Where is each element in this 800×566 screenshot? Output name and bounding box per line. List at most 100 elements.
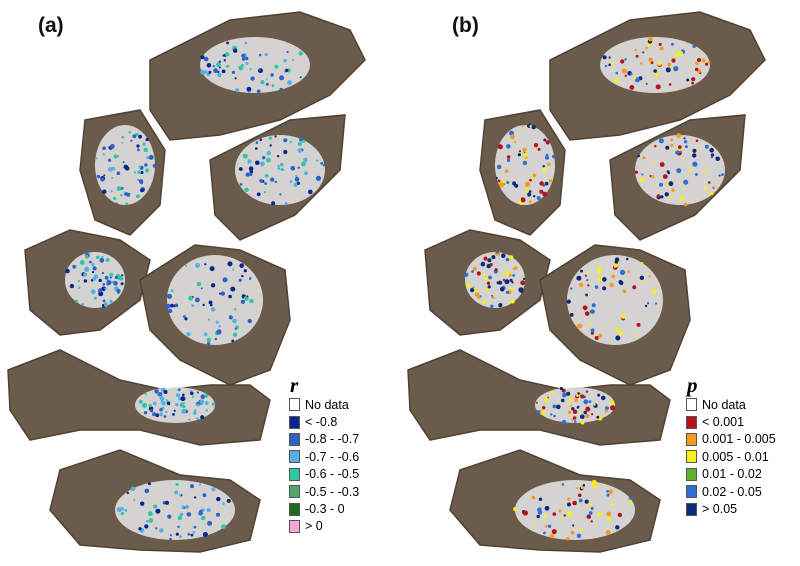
glacier-cell [241, 274, 244, 278]
ice-caps [65, 37, 325, 540]
glacier-cell [104, 287, 107, 290]
glacier-cell [128, 131, 131, 134]
glacier-cell [116, 507, 122, 513]
glacier-cell [658, 42, 662, 46]
glacier-cell [644, 304, 648, 308]
glacier-cell [586, 503, 590, 507]
glacier-cell [238, 65, 244, 71]
glacier-cell [256, 89, 261, 94]
glacier-cell [569, 313, 574, 317]
glacier-cell [308, 189, 313, 195]
glacier-cell [196, 417, 199, 420]
glacier-cell [140, 170, 144, 175]
glacier-cell [137, 148, 140, 152]
glacier-cell [116, 288, 121, 294]
glacier-cell [170, 289, 174, 292]
glacier-cell [177, 525, 180, 528]
glacier-cell [126, 491, 130, 495]
glacier-cell [243, 269, 247, 273]
glacier-cell [176, 393, 180, 398]
glacier-cell [274, 135, 277, 138]
glacier-cell [248, 277, 252, 281]
glacier-cell [589, 310, 593, 314]
glacier-cell [234, 327, 237, 330]
glacier-cell [533, 195, 536, 198]
glacier-cell [155, 527, 158, 530]
glacier-cell [580, 414, 585, 420]
glacier-cell [465, 283, 471, 288]
glacier-cell [238, 167, 243, 171]
glacier-cell [518, 150, 522, 153]
glacier-cell [316, 159, 319, 162]
glacier-cell [207, 520, 213, 526]
glacier-cell [572, 500, 577, 506]
legend-label: -0.3 - 0 [305, 502, 345, 517]
ice-cap [167, 255, 263, 345]
glacier-cell [583, 410, 587, 415]
glacier-cell [144, 488, 150, 494]
glacier-cell [298, 51, 303, 56]
panel-label: (a) [38, 14, 64, 37]
glacier-cell [635, 54, 639, 58]
glacier-cell [608, 56, 611, 59]
legend-swatch [289, 432, 300, 446]
glacier-cell [614, 257, 620, 262]
glacier-cell [641, 173, 644, 176]
glacier-cell [705, 62, 709, 66]
glacier-cell [721, 173, 724, 177]
glacier-cell [320, 162, 324, 165]
glacier-cell [708, 60, 711, 64]
glacier-cell [484, 276, 489, 281]
glacier-cell [697, 58, 701, 62]
glacier-cell [242, 153, 248, 159]
glacier-cell [105, 258, 110, 262]
glacier-cell [683, 140, 688, 144]
glacier-cell [615, 525, 620, 530]
glacier-cell [487, 258, 492, 263]
legend-swatch [686, 467, 697, 481]
glacier-cell [96, 174, 101, 179]
glacier-cell [652, 289, 657, 294]
glacier-cell [81, 303, 85, 306]
glacier-cell [653, 69, 657, 73]
glacier-cell [179, 512, 184, 517]
glacier-cell [225, 52, 230, 57]
glacier-cell [228, 315, 233, 320]
glacier-cell [130, 139, 133, 142]
glacier-cell [83, 273, 87, 277]
legend-label: < 0.001 [702, 415, 745, 430]
glacier-cell [566, 299, 571, 304]
glacier-cell [576, 487, 579, 490]
glacier-cell [221, 524, 226, 529]
glacier-cell [621, 68, 627, 74]
glacier-cell [168, 308, 173, 313]
glacier-cell [560, 398, 565, 403]
glacier-cell [671, 69, 674, 72]
glacier-cell [286, 50, 289, 54]
glacier-cell [138, 134, 143, 139]
glacier-cell [167, 293, 172, 299]
glacier-cell [148, 518, 154, 523]
glacier-cell [233, 48, 238, 53]
glacier-cell [567, 502, 571, 507]
glacier-cell [259, 68, 262, 71]
glacier-cell [101, 255, 104, 259]
glacier-cell [121, 135, 125, 139]
glacier-cell [610, 502, 614, 507]
glacier-cell [604, 64, 608, 68]
glacier-cell [666, 170, 670, 174]
glacier-cell [520, 197, 526, 203]
glacier-cell [671, 42, 674, 46]
glacier-cell [174, 303, 179, 308]
glacier-cell [597, 511, 602, 517]
legend-item: -0.7 - -0.6 [289, 448, 387, 465]
glacier-cell [244, 56, 249, 61]
glacier-cell [274, 64, 279, 69]
glacier-cell [130, 486, 136, 492]
glacier-cell [195, 297, 200, 303]
glacier-cell [501, 253, 506, 258]
glacier-cell [270, 73, 274, 77]
glacier-cell [677, 145, 682, 150]
glacier-cell [222, 54, 225, 57]
glacier-cell [560, 515, 564, 519]
